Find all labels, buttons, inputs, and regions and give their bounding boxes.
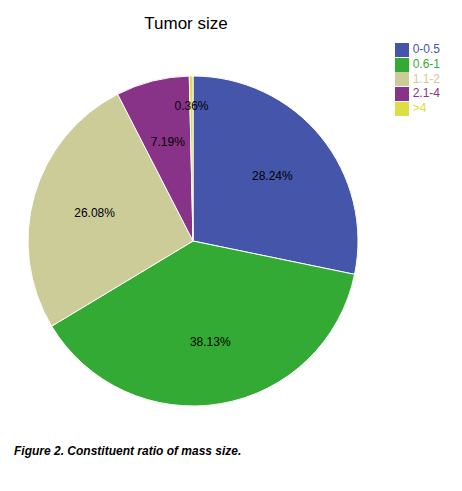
svg-text:0.36%: 0.36% bbox=[174, 99, 208, 113]
svg-text:38.13%: 38.13% bbox=[190, 335, 231, 349]
svg-text:7.19%: 7.19% bbox=[151, 135, 185, 149]
html-text:Figure 2. Constituent ratio of: Figure 2. Constituent ratio of mass size… bbox=[14, 444, 242, 458]
html-text:1.1-2: 1.1-2 bbox=[412, 71, 440, 86]
html-text:0.6-1: 0.6-1 bbox=[412, 56, 440, 71]
svg-text:26.08%: 26.08% bbox=[74, 206, 115, 220]
html-text:0-0.5: 0-0.5 bbox=[412, 42, 440, 56]
html-text:Tumor size: Tumor size bbox=[144, 14, 228, 33]
svg-text:28.24%: 28.24% bbox=[252, 169, 293, 183]
html-text:>4: >4 bbox=[412, 101, 427, 116]
html-text:2.1-4: 2.1-4 bbox=[412, 86, 440, 101]
